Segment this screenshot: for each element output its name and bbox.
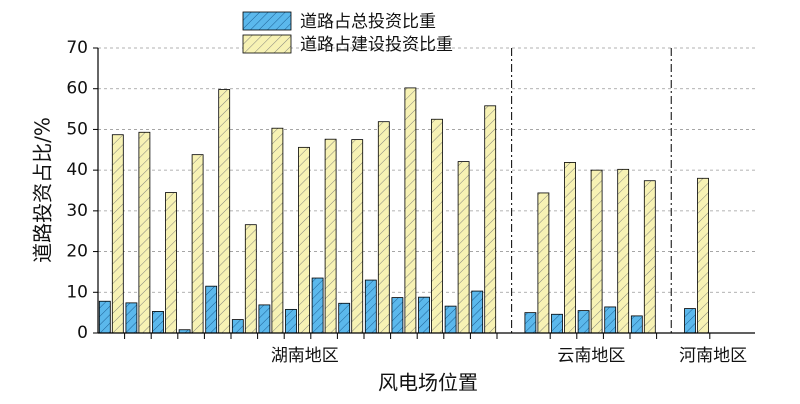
bar (298, 146, 310, 334)
bar (404, 87, 417, 334)
bar (138, 131, 151, 334)
bar (191, 154, 204, 334)
bar (271, 127, 284, 334)
y-tick-label: 50 (66, 119, 88, 139)
legend-label: 道路占总投资比重 (300, 12, 436, 32)
bar (697, 177, 709, 334)
bar (418, 296, 430, 334)
bar (311, 277, 324, 334)
y-tick-label: 30 (66, 201, 88, 221)
bar (484, 105, 497, 334)
group-label: 河南地区 (679, 346, 747, 366)
bar (152, 311, 164, 334)
bar (205, 285, 218, 334)
bar (98, 300, 111, 334)
y-tick-label: 20 (66, 242, 88, 262)
bar (590, 169, 603, 334)
bar (244, 224, 257, 334)
bar (457, 161, 470, 334)
y-tick-label: 70 (66, 38, 88, 58)
legend-swatch (242, 11, 292, 31)
bar (165, 192, 177, 334)
bar (324, 138, 337, 334)
y-tick-label: 60 (66, 79, 88, 99)
bar (551, 313, 563, 334)
bar (231, 319, 244, 334)
legend-label: 道路占建设投资比重 (300, 35, 453, 55)
x-axis-label: 风电场位置 (378, 371, 478, 395)
y-axis-label: 道路投资占比/% (31, 117, 55, 263)
bar (577, 310, 590, 334)
bar (285, 308, 297, 334)
y-tick-label: 10 (66, 282, 88, 302)
bar (617, 168, 630, 334)
bar (524, 312, 537, 334)
bar (125, 302, 138, 334)
legend-swatch (242, 34, 292, 54)
bar (537, 192, 550, 334)
bar (111, 134, 124, 334)
bar (471, 290, 484, 334)
group-label: 湖南地区 (271, 346, 339, 366)
bar (604, 306, 617, 334)
bar (338, 302, 351, 334)
bar (684, 308, 696, 334)
y-tick-label: 0 (77, 323, 88, 343)
bar (351, 139, 364, 334)
bar (391, 297, 404, 334)
bar (258, 304, 271, 334)
bar (431, 118, 443, 334)
bar (564, 162, 576, 334)
bar (377, 121, 390, 334)
group-label: 云南地区 (557, 346, 625, 366)
bar (218, 89, 231, 334)
bar (444, 305, 457, 334)
y-tick-label: 40 (66, 160, 88, 180)
bar (364, 279, 377, 334)
bar (643, 180, 656, 334)
bar (630, 315, 643, 334)
